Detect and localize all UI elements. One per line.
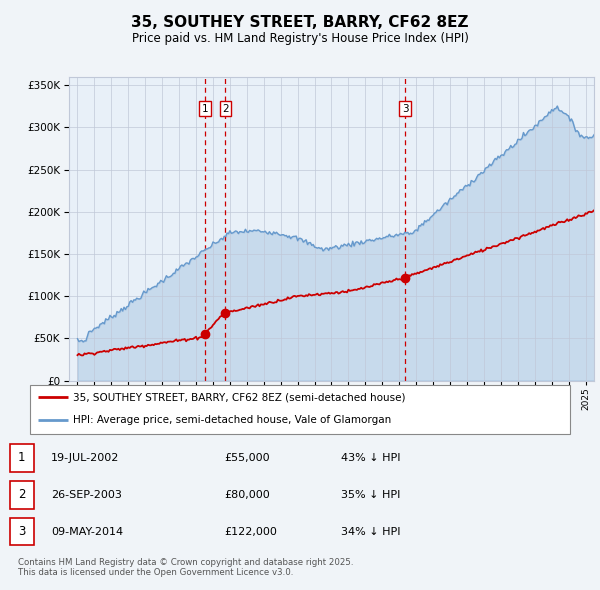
Text: 2: 2 <box>222 104 229 114</box>
Text: 43% ↓ HPI: 43% ↓ HPI <box>341 453 400 463</box>
Text: £122,000: £122,000 <box>224 527 277 536</box>
Text: HPI: Average price, semi-detached house, Vale of Glamorgan: HPI: Average price, semi-detached house,… <box>73 415 391 425</box>
Text: £55,000: £55,000 <box>224 453 270 463</box>
Text: 35, SOUTHEY STREET, BARRY, CF62 8EZ (semi-detached house): 35, SOUTHEY STREET, BARRY, CF62 8EZ (sem… <box>73 392 406 402</box>
Text: 3: 3 <box>18 525 25 538</box>
Text: 19-JUL-2002: 19-JUL-2002 <box>51 453 119 463</box>
Text: 35% ↓ HPI: 35% ↓ HPI <box>341 490 400 500</box>
Text: 09-MAY-2014: 09-MAY-2014 <box>51 527 123 536</box>
Text: Price paid vs. HM Land Registry's House Price Index (HPI): Price paid vs. HM Land Registry's House … <box>131 32 469 45</box>
Text: 3: 3 <box>402 104 409 114</box>
Text: 26-SEP-2003: 26-SEP-2003 <box>51 490 122 500</box>
FancyBboxPatch shape <box>10 481 34 509</box>
Text: 2: 2 <box>18 489 26 502</box>
Text: 1: 1 <box>18 451 26 464</box>
FancyBboxPatch shape <box>30 385 570 434</box>
Text: 1: 1 <box>202 104 208 114</box>
FancyBboxPatch shape <box>10 518 34 545</box>
Text: 35, SOUTHEY STREET, BARRY, CF62 8EZ: 35, SOUTHEY STREET, BARRY, CF62 8EZ <box>131 15 469 30</box>
FancyBboxPatch shape <box>10 444 34 472</box>
Text: 34% ↓ HPI: 34% ↓ HPI <box>341 527 400 536</box>
Text: £80,000: £80,000 <box>224 490 270 500</box>
Text: Contains HM Land Registry data © Crown copyright and database right 2025.
This d: Contains HM Land Registry data © Crown c… <box>18 558 353 577</box>
